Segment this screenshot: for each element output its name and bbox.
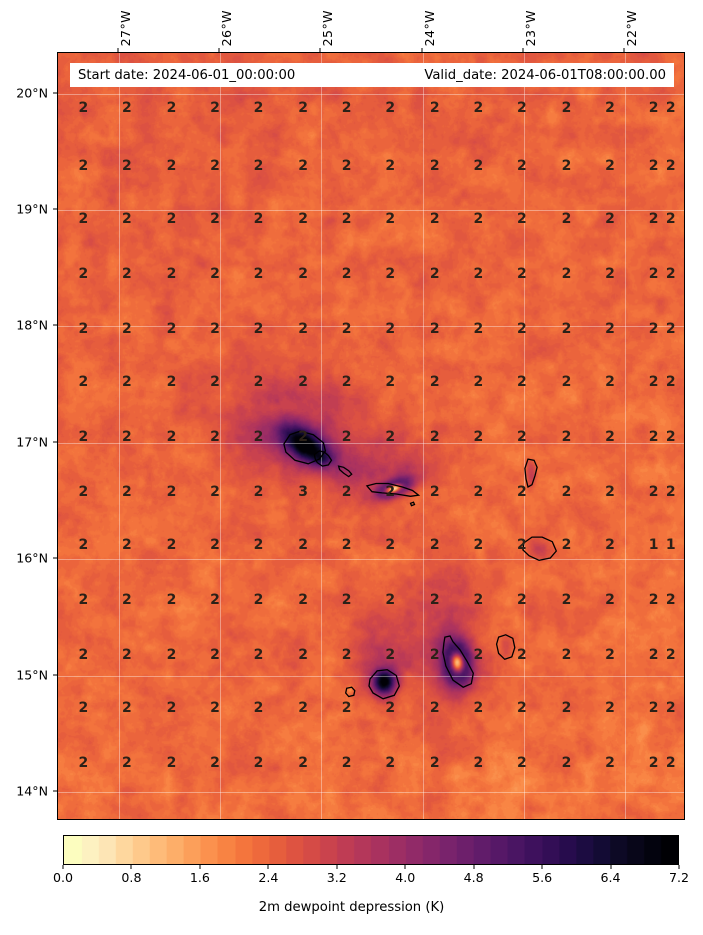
colorbar-tick-label: 7.2: [668, 870, 690, 885]
x-tick-mark: [421, 48, 423, 52]
y-tick-mark: [53, 790, 57, 792]
date-title-bar: Start date: 2024-06-01_00:00:00 Valid_da…: [70, 63, 674, 87]
dewpoint-depression-field: [58, 53, 684, 819]
colorbar-tick-label: 0.8: [121, 870, 142, 885]
x-tick-mark: [319, 48, 321, 52]
colorbar-tick-label: 1.6: [189, 870, 210, 885]
colorbar-tick-mark: [404, 865, 406, 869]
colorbar-tick-label: 3.2: [326, 870, 347, 885]
y-tick-label: 19°N: [16, 201, 48, 217]
y-tick-label: 14°N: [16, 783, 48, 799]
colorbar-tick-mark: [541, 865, 543, 869]
colorbar-tick-label: 0.0: [52, 870, 74, 885]
y-axis-ticks: 20°N 19°N 18°N 17°N 16°N 15°N 14°N: [0, 52, 57, 820]
x-tick-text: 24°W: [421, 9, 437, 46]
x-tick-text: 23°W: [522, 9, 538, 46]
y-tick-mark: [53, 324, 57, 326]
y-tick-label: 16°N: [16, 550, 48, 566]
x-tick-mark: [623, 48, 625, 52]
x-tick-mark: [218, 48, 220, 52]
colorbar-tick-mark: [199, 865, 201, 869]
y-tick-label: 15°N: [16, 667, 48, 683]
x-tick-mark: [117, 48, 119, 52]
x-tick-mark: [522, 48, 524, 52]
colorbar-tick-mark: [267, 865, 269, 869]
colorbar-axis-label: 2m dewpoint depression (K): [258, 900, 445, 915]
x-axis-ticks: 27°W 26°W 25°W 24°W 23°W 22°W: [57, 0, 685, 52]
colorbar-tick-label: 4.8: [463, 870, 484, 885]
y-tick-mark: [53, 557, 57, 559]
colorbar-tick-label: 4.0: [395, 870, 416, 885]
y-tick-label: 17°N: [16, 434, 48, 450]
y-tick-mark: [53, 441, 57, 443]
colorbar: [63, 835, 679, 865]
x-tick-text: 25°W: [320, 9, 336, 46]
colorbar-tick-label: 6.4: [600, 870, 621, 885]
x-tick-text: 26°W: [219, 9, 235, 46]
colorbar-tick-mark: [610, 865, 612, 869]
colorbar-ticks: 0.0 0.8 1.6 2.4 3.2 4.0 4.8 5.6 6.4 7.2: [53, 865, 689, 887]
x-tick-text: 22°W: [624, 9, 640, 46]
colorbar-tick-mark: [336, 865, 338, 869]
start-date-label: Start date: 2024-06-01_00:00:00: [78, 67, 296, 83]
y-tick-mark: [53, 674, 57, 676]
colorbar-tick-label: 2.4: [258, 870, 279, 885]
y-tick-mark: [53, 92, 57, 94]
y-tick-label: 18°N: [16, 317, 48, 333]
y-tick-label: 20°N: [16, 85, 48, 101]
colorbar-tick-mark: [130, 865, 132, 869]
colorbar-tick-mark: [62, 865, 64, 869]
colorbar-tick-mark: [678, 865, 680, 869]
colorbar-tick-label: 5.6: [532, 870, 553, 885]
colorbar-tick-mark: [473, 865, 475, 869]
x-tick-text: 27°W: [117, 9, 133, 46]
y-tick-mark: [53, 208, 57, 210]
valid-date-label: Valid_date: 2024-06-01T08:00:00.00: [424, 67, 666, 83]
